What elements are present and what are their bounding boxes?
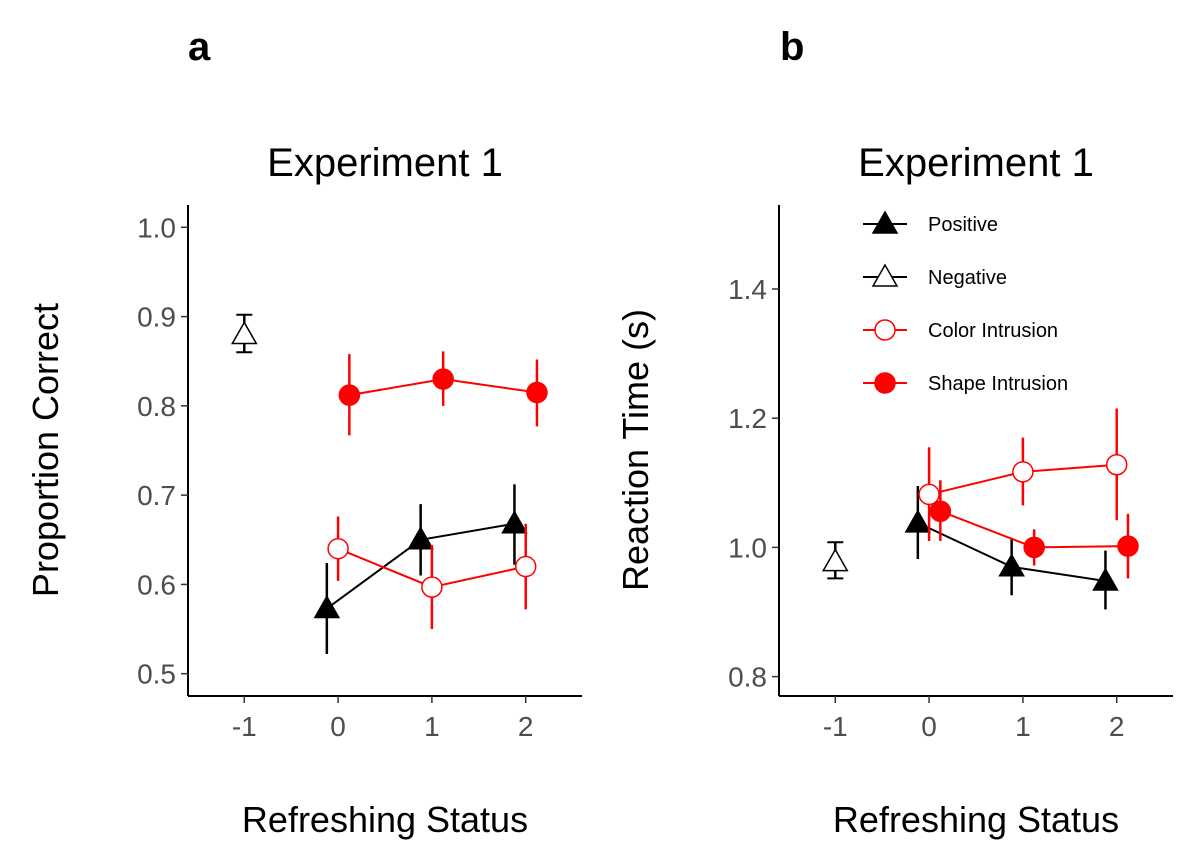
panel-a-color-intrusion-point bbox=[327, 537, 349, 560]
panel-b-color-intrusion-point bbox=[1105, 453, 1128, 476]
panel-a-x-axis-title: Refreshing Status bbox=[242, 799, 528, 840]
panel-b-x-tick-label: 2 bbox=[1109, 711, 1125, 742]
panel-a-y-tick-label: 0.7 bbox=[137, 480, 176, 511]
panel-a-y-axis-title: Proportion Correct bbox=[25, 303, 66, 597]
panel-a-title: Experiment 1 bbox=[267, 141, 503, 185]
panel-a-y-tick-label: 0.8 bbox=[137, 391, 176, 422]
legend-negative-label: Negative bbox=[928, 267, 1007, 289]
panel-b-color-intrusion-point bbox=[918, 483, 940, 506]
legend-negative-marker bbox=[871, 263, 899, 287]
panel-a-positive-point bbox=[407, 526, 434, 550]
legend-shape-intrusion-marker bbox=[874, 372, 896, 394]
panel-b-x-axis-title: Refreshing Status bbox=[833, 799, 1119, 840]
panel-b-positive-point bbox=[904, 509, 932, 533]
panel-b-plot: 0.8 1.0 1.2 1.4 -1 0 1 2 bbox=[728, 205, 1173, 742]
panel-a-color-intrusion-point bbox=[421, 576, 443, 598]
panel-a-x-tick-label: 1 bbox=[424, 711, 440, 742]
legend-positive-marker bbox=[871, 210, 899, 234]
legend-positive: Positive bbox=[863, 210, 998, 236]
panel-a-shape-intrusion-point bbox=[526, 381, 548, 404]
panel-a-y-tick-label: 0.6 bbox=[137, 569, 176, 600]
panel-b-title: Experiment 1 bbox=[858, 141, 1094, 185]
panel-a-color-intrusion-series bbox=[327, 516, 537, 630]
panel-b-shape-intrusion-point bbox=[929, 500, 952, 522]
panel-b-negative-series bbox=[821, 541, 849, 580]
panel-a-negative-series bbox=[230, 313, 258, 354]
panel-a-negative-point bbox=[230, 320, 258, 345]
panel-b-color-intrusion-series bbox=[918, 408, 1128, 541]
panel-b-y-axis-title: Reaction Time (s) bbox=[615, 309, 656, 591]
panel-a-shape-intrusion-point bbox=[338, 384, 361, 406]
panel-b-x-tick-label: -1 bbox=[823, 711, 848, 742]
panel-b-negative-point bbox=[821, 548, 849, 572]
panel-b-shape-intrusion-series bbox=[929, 480, 1139, 579]
panel-b-y-tick-label: 0.8 bbox=[728, 662, 767, 693]
panel-b-y-tick-label: 1.4 bbox=[728, 274, 767, 305]
legend-color-intrusion-label: Color Intrusion bbox=[928, 320, 1058, 342]
panel-a-color-intrusion-point bbox=[514, 555, 537, 578]
panel-a-positive-series bbox=[313, 484, 528, 655]
panel-a-y-tick-label: 0.9 bbox=[137, 302, 176, 333]
panel-b: b Experiment 1 Reaction Time (s) Refresh… bbox=[615, 25, 1173, 840]
panel-a: a Experiment 1 Proportion Correct Refres… bbox=[25, 25, 582, 840]
legend-color-intrusion-marker bbox=[874, 319, 896, 341]
legend-color-intrusion: Color Intrusion bbox=[863, 319, 1058, 342]
panel-b-shape-intrusion-point bbox=[1023, 536, 1045, 559]
panel-b-positive-series bbox=[904, 486, 1119, 610]
legend-positive-label: Positive bbox=[928, 214, 998, 236]
panel-a-plot: 0.5 0.6 0.7 0.8 0.9 1.0 -1 0 1 2 bbox=[137, 205, 582, 742]
panel-b-x-tick-label: 1 bbox=[1015, 711, 1031, 742]
panel-a-y-tick-label: 0.5 bbox=[137, 659, 176, 690]
legend-negative: Negative bbox=[863, 263, 1007, 289]
panel-a-x-tick-label: 2 bbox=[518, 711, 534, 742]
panel-b-shape-intrusion-point bbox=[1117, 535, 1139, 557]
panel-a-label: a bbox=[188, 25, 211, 69]
legend: Positive Negative Color Intrusion Shape Int… bbox=[863, 210, 1068, 395]
panel-a-positive-point bbox=[501, 510, 528, 534]
panel-a-positive-point bbox=[313, 595, 341, 619]
panel-a-y-tick-label: 1.0 bbox=[137, 212, 176, 243]
panel-b-positive-point bbox=[998, 553, 1025, 577]
legend-shape-intrusion: Shape Intrusion bbox=[863, 372, 1068, 395]
panel-a-x-tick-label: -1 bbox=[232, 711, 257, 742]
panel-b-y-tick-label: 1.0 bbox=[728, 532, 767, 563]
panel-b-color-intrusion-point bbox=[1012, 461, 1034, 483]
panel-a-shape-intrusion-point bbox=[432, 368, 454, 390]
panel-a-x-tick-label: 0 bbox=[330, 711, 346, 742]
legend-shape-intrusion-label: Shape Intrusion bbox=[928, 373, 1068, 395]
panel-b-y-tick-label: 1.2 bbox=[728, 403, 767, 434]
panel-b-label: b bbox=[780, 25, 804, 69]
panel-b-x-tick-label: 0 bbox=[921, 711, 937, 742]
panel-b-positive-point bbox=[1092, 567, 1119, 591]
panel-a-shape-intrusion-series bbox=[338, 351, 548, 436]
